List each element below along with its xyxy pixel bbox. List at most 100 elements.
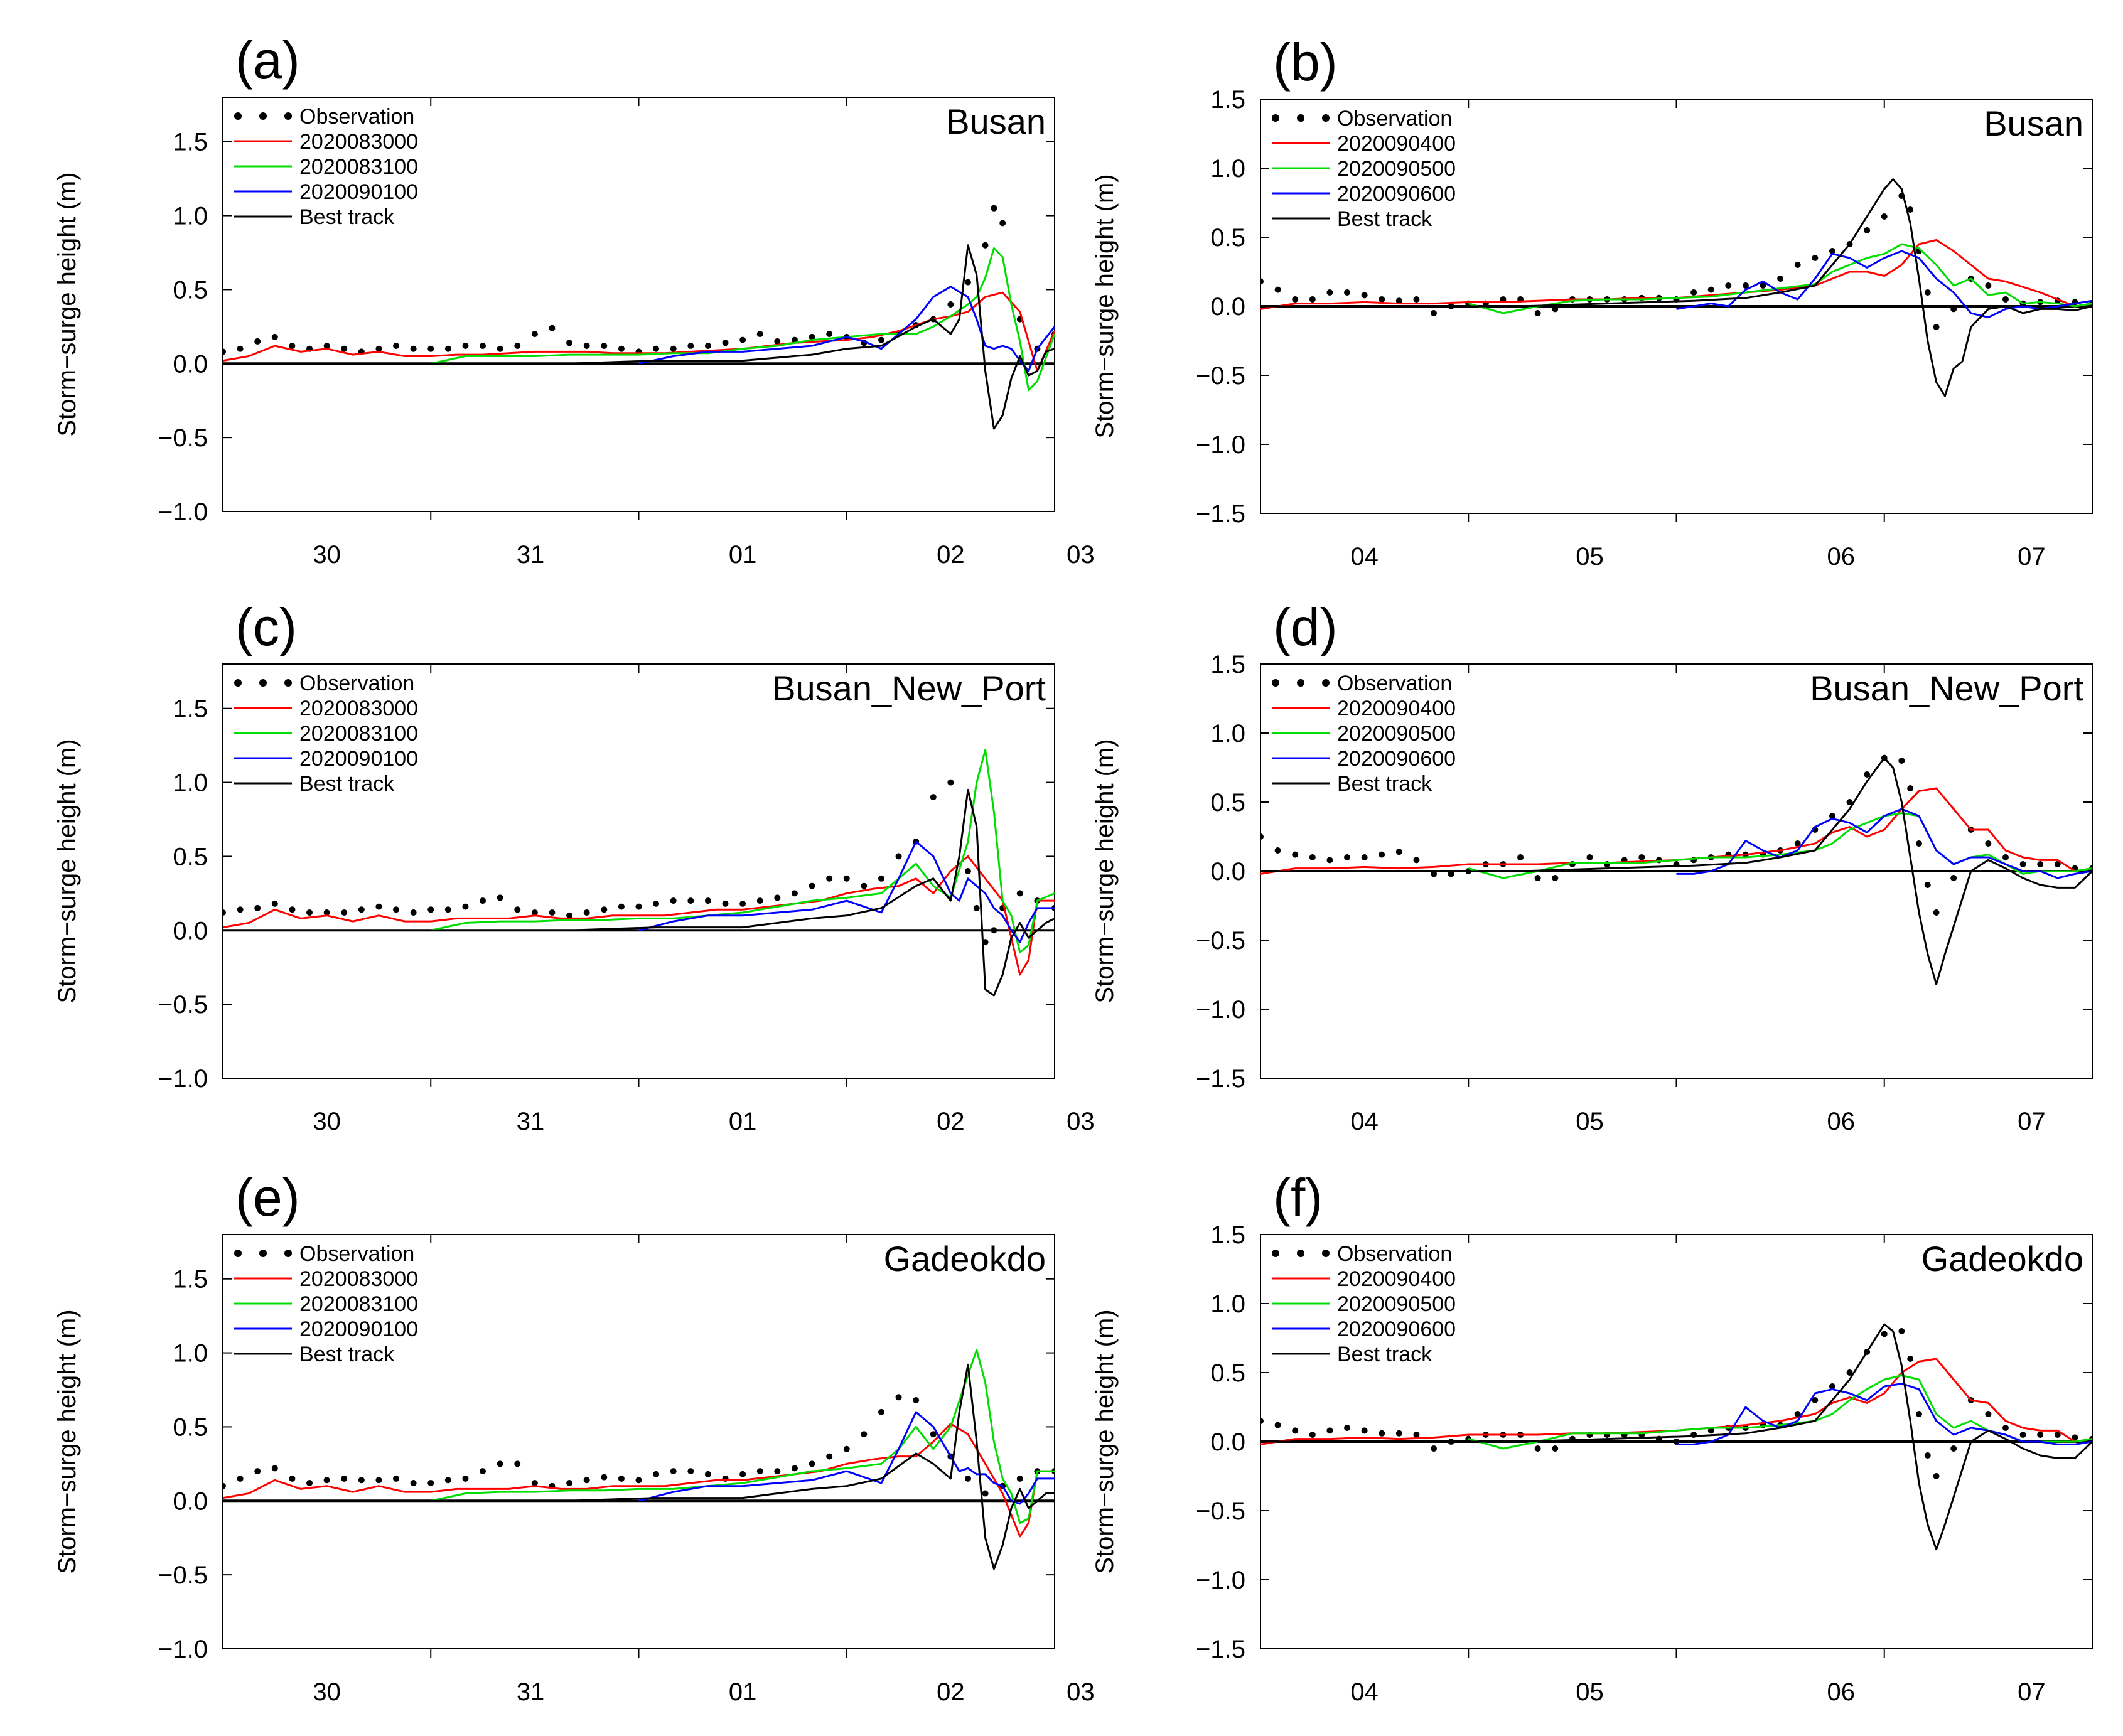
x-tick-label: 02 xyxy=(937,1678,965,1706)
observation-point xyxy=(480,1468,486,1475)
observation-point xyxy=(271,333,278,340)
y-tick-label: 0.5 xyxy=(1210,224,1245,252)
observation-point xyxy=(1742,282,1749,289)
observation-point xyxy=(462,903,469,910)
series-line-best-track xyxy=(223,244,1055,430)
y-tick-label: 1.5 xyxy=(1210,86,1245,114)
observation-point xyxy=(2002,296,2009,303)
legend-entry: 2020090400 xyxy=(1337,132,1456,156)
legend-dot xyxy=(259,679,267,687)
observation-point xyxy=(306,1480,313,1486)
y-tick-label: −1.0 xyxy=(1196,996,1245,1024)
observation-point xyxy=(947,779,954,786)
observation-point xyxy=(1016,890,1023,897)
observation-point xyxy=(756,331,763,338)
observation-point xyxy=(756,1468,763,1475)
y-tick-label: 0.0 xyxy=(1210,858,1245,886)
series-line-2020090400 xyxy=(1260,1358,2092,1445)
legend-entry: Best track xyxy=(299,205,395,229)
observation-point xyxy=(618,1475,625,1482)
panel-b: 1.5 1.0 0.5 0.0 −0.5 −1.0 −1.5 04 05 06 07 Storm−su… xyxy=(1091,33,2093,571)
observation-point xyxy=(480,343,486,349)
y-tick-label: −1.0 xyxy=(158,498,208,526)
observation-point xyxy=(237,906,244,913)
x-tick-label: 03 xyxy=(1067,1108,1095,1135)
legend: Observation20200904002020090500202009060… xyxy=(1272,672,1456,796)
observation-point xyxy=(843,1445,850,1452)
observation-point xyxy=(1950,1445,1957,1452)
observation-point xyxy=(1344,289,1351,296)
observation-point xyxy=(1777,276,1784,282)
x-tick-label: 03 xyxy=(1067,541,1095,569)
y-tick-label: 1.5 xyxy=(1210,651,1245,678)
observation-point xyxy=(1881,1331,1888,1337)
observation-point xyxy=(2072,1434,2078,1441)
x-tick-label: 30 xyxy=(313,1678,341,1706)
observation-point xyxy=(1260,278,1264,285)
legend-entry: Best track xyxy=(299,1342,395,1366)
observation-point xyxy=(2054,861,2061,867)
y-tick-label: −0.5 xyxy=(158,991,208,1019)
legend-entry: Observation xyxy=(299,672,414,695)
y-tick-label: −0.5 xyxy=(1196,1498,1245,1525)
observation-point xyxy=(1707,1427,1714,1434)
observation-point xyxy=(341,1475,348,1482)
observation-point xyxy=(237,345,244,352)
x-tick-label: 30 xyxy=(313,541,341,569)
series-group xyxy=(223,205,1055,430)
series-line-2020090600 xyxy=(1676,1383,2092,1445)
legend-entry: Observation xyxy=(299,105,414,129)
observation-point xyxy=(1465,1435,1472,1442)
observation-point xyxy=(583,343,590,349)
series-line-2020083000 xyxy=(223,1423,1055,1538)
observation-point xyxy=(809,1460,815,1467)
observation-point xyxy=(1812,255,1819,261)
x-tick-label: 04 xyxy=(1350,543,1379,571)
observation-point xyxy=(1552,306,1559,313)
legend-dot xyxy=(284,679,292,687)
observation-point xyxy=(289,906,296,913)
x-tick-label: 06 xyxy=(1827,543,1855,571)
observation-point xyxy=(1924,1452,1931,1459)
x-tick-label: 04 xyxy=(1350,1678,1379,1706)
observation-point xyxy=(878,1408,884,1415)
legend: Observation20200830002020083100202009010… xyxy=(234,1242,418,1366)
observation-point xyxy=(601,343,608,349)
observation-point xyxy=(653,1471,660,1477)
observation-point xyxy=(756,897,763,904)
series-line-2020083100 xyxy=(430,749,1055,954)
observation-point xyxy=(878,875,884,882)
observation-point xyxy=(774,338,781,345)
observation-point xyxy=(2002,1425,2009,1431)
observation-point xyxy=(514,906,521,913)
y-tick-label: 0.5 xyxy=(1210,789,1245,817)
observation-point xyxy=(254,338,261,345)
observation-point xyxy=(566,912,573,919)
observation-point xyxy=(809,333,815,340)
station-name: Gadeokdo xyxy=(1921,1239,2083,1278)
observation-point xyxy=(531,331,538,338)
legend-dot xyxy=(259,112,267,120)
observation-point xyxy=(393,906,400,913)
legend-entry: 2020090100 xyxy=(299,180,418,204)
series-line-2020083100 xyxy=(430,247,1055,392)
observation-point xyxy=(991,205,997,212)
panel-label: (e) xyxy=(235,1168,300,1227)
observation-point xyxy=(1016,1475,1023,1482)
legend-entry: 2020090600 xyxy=(1337,747,1456,771)
legend-entry: Observation xyxy=(1337,107,1452,131)
observation-point xyxy=(254,904,261,911)
legend-entry: Best track xyxy=(1337,1342,1432,1366)
legend: Observation20200904002020090500202009060… xyxy=(1272,1242,1456,1366)
observation-point xyxy=(1260,1418,1264,1424)
legend-entry: 2020090500 xyxy=(1337,157,1456,181)
observation-point xyxy=(964,868,971,874)
y-tick-label: 1.0 xyxy=(173,203,208,230)
legend-entry: Observation xyxy=(1337,1242,1452,1266)
observation-point xyxy=(670,345,677,352)
y-tick-label: 1.5 xyxy=(173,129,208,156)
observation-point xyxy=(1274,286,1281,293)
observation-point xyxy=(271,900,278,907)
observation-point xyxy=(687,343,694,349)
observation-point xyxy=(687,1468,694,1475)
